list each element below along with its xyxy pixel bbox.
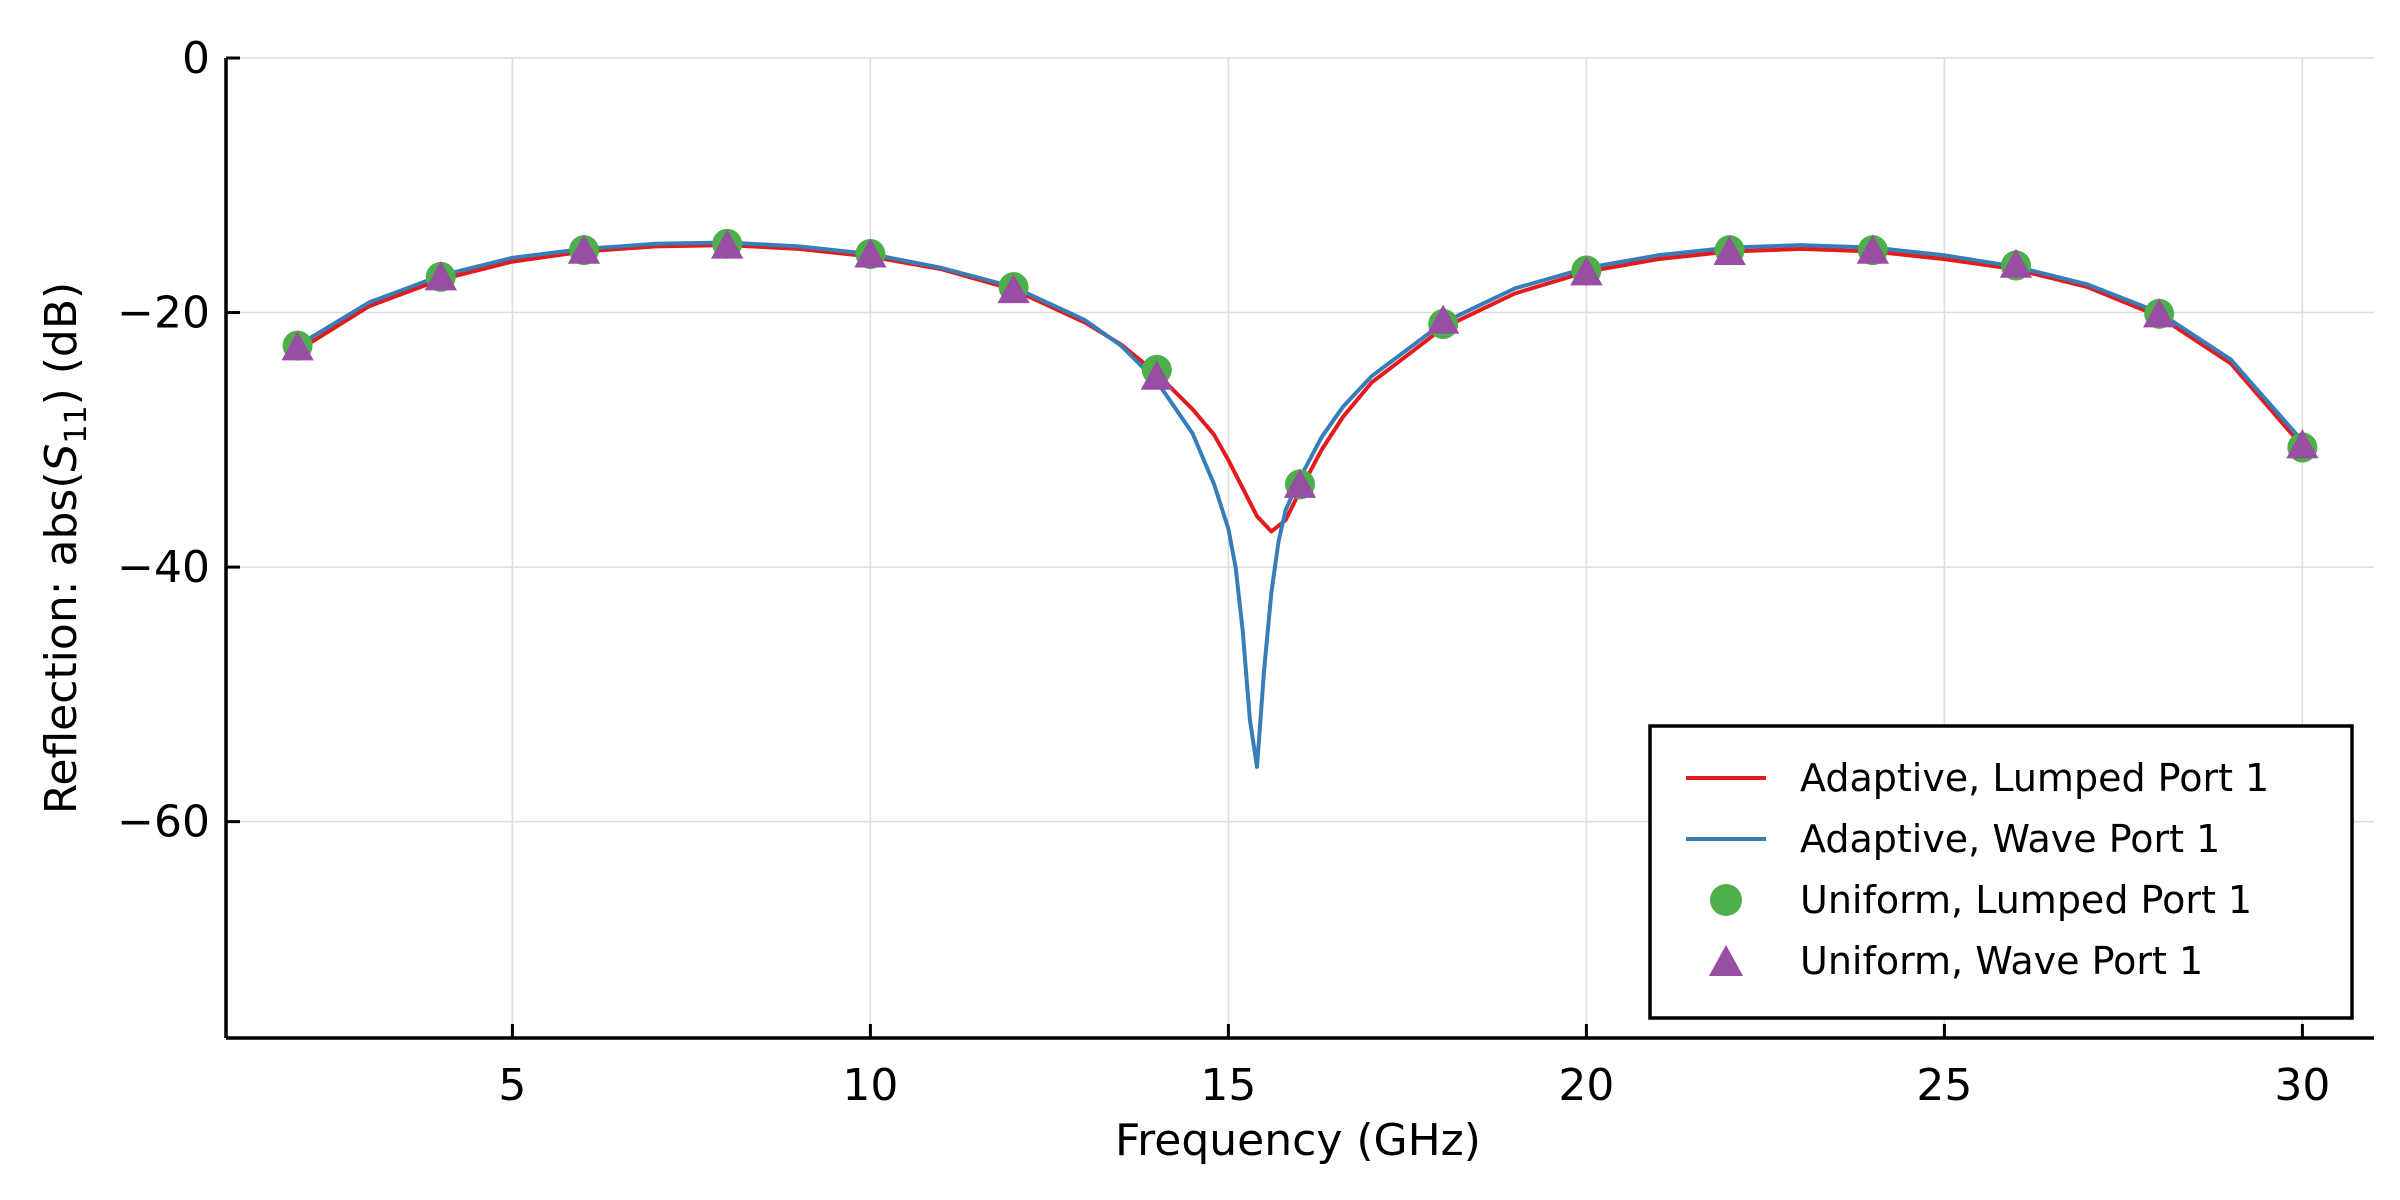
- data-point: [1713, 235, 1746, 265]
- x-tick-label: 20: [1558, 1060, 1614, 1111]
- legend-label: Uniform, Lumped Port 1: [1800, 878, 2252, 922]
- x-tick-label: 30: [2274, 1060, 2330, 1111]
- legend-item: Uniform, Lumped Port 1: [1710, 878, 2252, 922]
- y-tick-label: −40: [117, 542, 210, 593]
- legend-label: Adaptive, Lumped Port 1: [1800, 756, 2269, 800]
- data-point: [424, 261, 457, 291]
- y-axis-title-var: S: [36, 444, 87, 472]
- data-point: [2143, 298, 2176, 328]
- data-point: [1570, 256, 1603, 286]
- x-tick-label: 5: [498, 1060, 526, 1111]
- legend-swatch: [1708, 945, 1744, 976]
- legend-frame: [1648, 724, 2354, 1020]
- legend-item: Adaptive, Wave Port 1: [1686, 817, 2220, 861]
- series-line: [296, 240, 2304, 769]
- data-point: [2286, 429, 2319, 459]
- legend: Adaptive, Lumped Port 1 Adaptive, Wave Po…: [1648, 724, 2354, 1020]
- plot-area: [281, 228, 2319, 769]
- legend-label: Adaptive, Wave Port 1: [1800, 817, 2220, 861]
- x-ticks: 5 10 15 20 25 30: [498, 1024, 2330, 1111]
- axes: [224, 58, 2374, 1040]
- y-axis-title: Reflection: abs(S11) (dB): [36, 282, 94, 814]
- data-point: [567, 234, 601, 264]
- data-point: [997, 273, 1030, 304]
- y-ticks: 0 −20 −40 −60: [117, 33, 240, 848]
- legend-label: Uniform, Wave Port 1: [1800, 939, 2203, 983]
- x-axis-title: Frequency (GHz): [1115, 1115, 1481, 1166]
- y-tick-label: 0: [182, 33, 210, 84]
- data-point: [1283, 468, 1317, 498]
- data-point: [1856, 234, 1889, 264]
- legend-item: Uniform, Wave Port 1: [1708, 939, 2203, 983]
- y-axis-title-prefix: Reflection: abs(: [36, 472, 87, 815]
- legend-item: Adaptive, Lumped Port 1: [1686, 756, 2269, 800]
- data-point: [1999, 248, 2033, 278]
- y-axis-title-sub: 11: [59, 405, 94, 443]
- data-point: [854, 238, 887, 268]
- y-axis-title-suffix: ) (dB): [36, 282, 87, 406]
- data-point: [1427, 304, 1460, 334]
- x-tick-label: 10: [842, 1060, 898, 1111]
- series-4: [281, 229, 2319, 498]
- x-tick-label: 15: [1200, 1060, 1256, 1111]
- series-2: [296, 240, 2304, 769]
- data-point: [281, 331, 314, 361]
- y-tick-label: −60: [117, 797, 210, 848]
- data-point: [1140, 360, 1173, 390]
- y-tick-label: −20: [117, 288, 210, 339]
- x-tick-label: 25: [1916, 1060, 1972, 1111]
- legend-swatch: [1710, 884, 1742, 916]
- data-point: [711, 229, 744, 259]
